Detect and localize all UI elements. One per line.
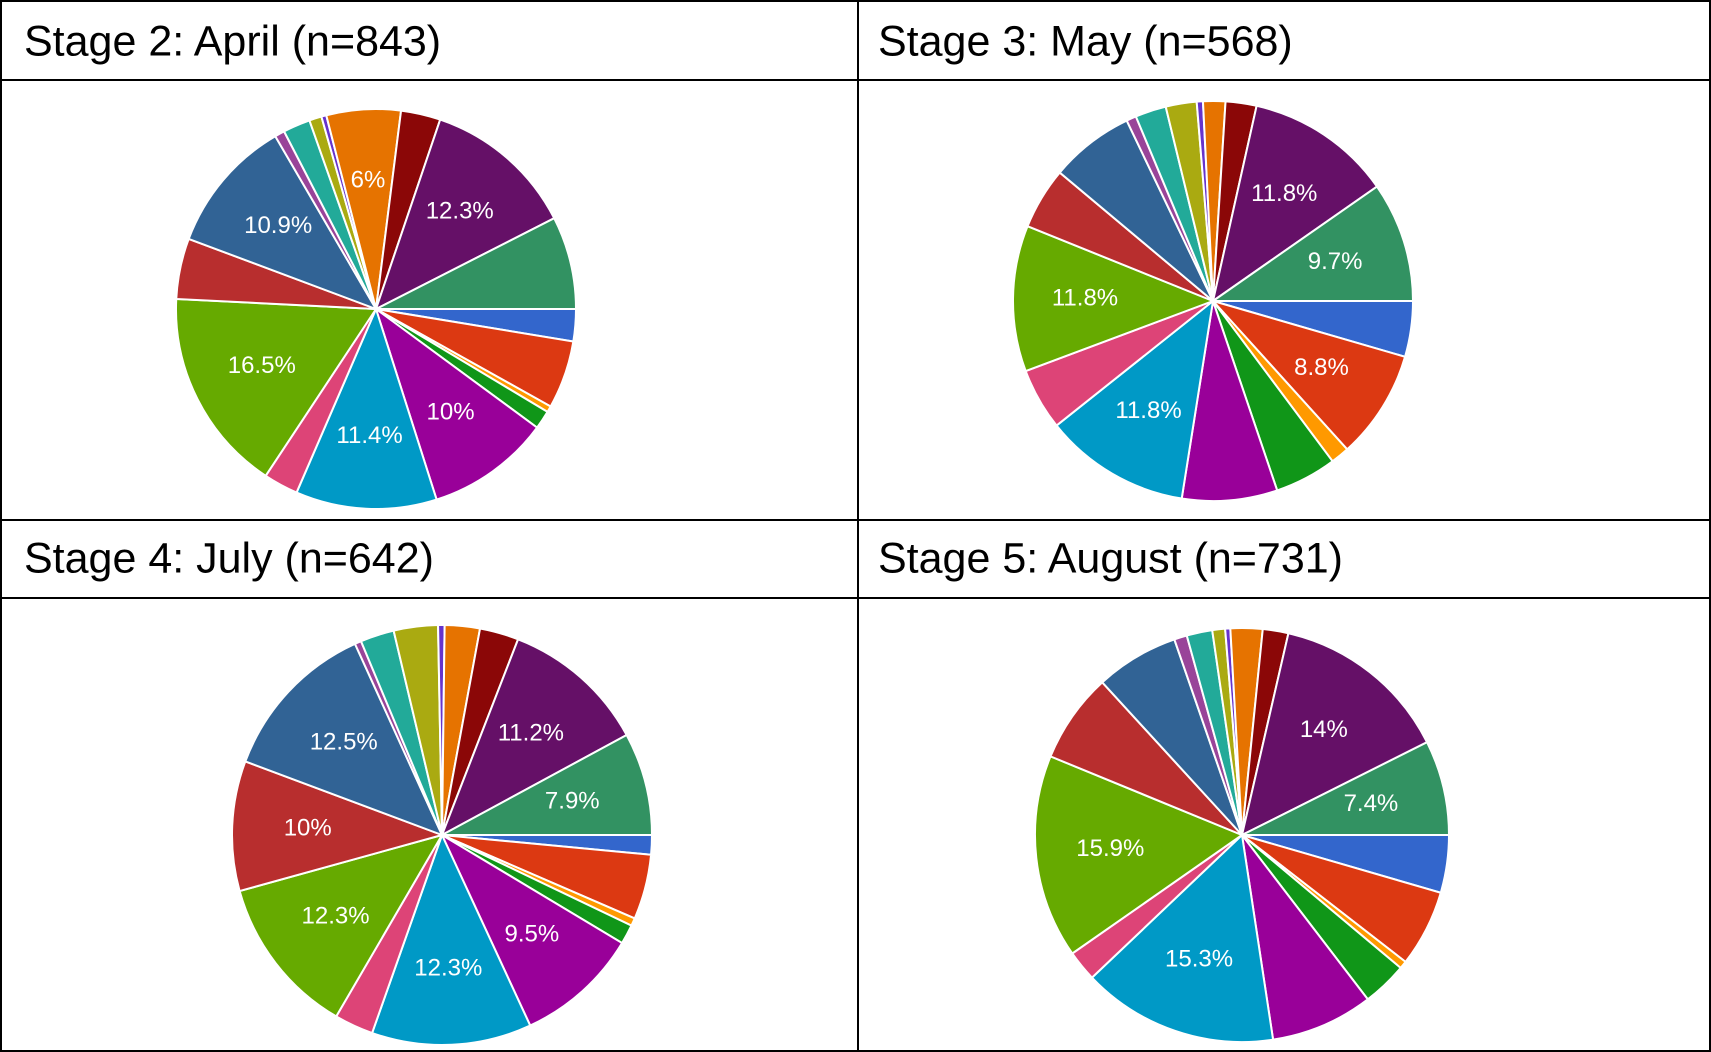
pie-slice (1241, 740, 1451, 836)
data-label: 6% (351, 167, 386, 194)
data-label: 12.3% (414, 955, 482, 982)
data-label: 14% (1300, 716, 1348, 743)
pie-slice (244, 642, 444, 837)
pie-slice (231, 760, 446, 893)
data-label: 11.2% (498, 720, 564, 747)
pie-slice (187, 134, 379, 311)
data-label: 11.8% (1052, 285, 1118, 312)
pie-slice (175, 297, 378, 478)
data-label: 11.8% (1251, 180, 1317, 207)
chart-title: Stage 5: August (n=731) (878, 534, 1343, 582)
data-label: 9.7% (1308, 248, 1363, 275)
pie-slice (440, 637, 629, 838)
pie-slice (1240, 632, 1429, 837)
data-label: 15.3% (1165, 946, 1233, 973)
chart-title: Stage 2: April (n=843) (24, 17, 441, 65)
pie-slice (295, 306, 438, 510)
pie-slice (374, 118, 556, 312)
pie-slice (441, 733, 654, 836)
pie-slice (1211, 104, 1379, 304)
data-label: 10% (284, 814, 332, 841)
data-label: 11.8% (1115, 397, 1181, 424)
data-label: 10.9% (244, 212, 312, 239)
data-label: 7.9% (545, 787, 600, 814)
pie-slice (1209, 185, 1415, 302)
pie-slice (439, 832, 624, 1027)
pie-slice (1241, 834, 1370, 1041)
pie-slice (1034, 755, 1245, 955)
data-label: 11.4% (336, 422, 402, 449)
chart-title: Stage 4: July (n=642) (24, 534, 434, 582)
pie-slice (1090, 832, 1275, 1043)
data-label: 12.3% (426, 198, 494, 225)
pie-slice (238, 833, 445, 1018)
pie-slice (1012, 224, 1216, 373)
pie-slice (375, 216, 578, 310)
data-label: 16.5% (228, 352, 296, 379)
pie-slice (1055, 298, 1215, 500)
pie-slice (370, 832, 532, 1046)
chart-title: Stage 3: May (n=568) (878, 17, 1293, 65)
data-label: 9.5% (504, 920, 559, 947)
pie-slice (374, 306, 539, 501)
pie-slice (1209, 299, 1407, 451)
data-label: 8.8% (1294, 354, 1349, 381)
data-label: 10% (427, 398, 475, 425)
data-label: 12.5% (310, 729, 378, 756)
data-label: 15.9% (1076, 835, 1144, 862)
data-label: 7.4% (1344, 790, 1399, 817)
data-label: 12.3% (302, 902, 370, 929)
